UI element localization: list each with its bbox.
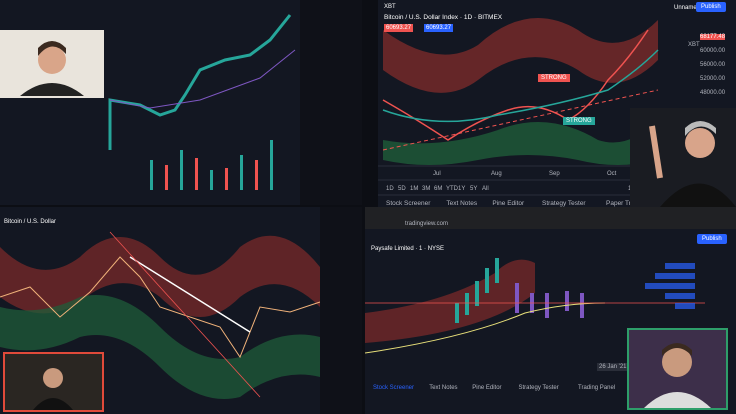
webcam-person [644, 343, 711, 408]
signal-label: STRONG [563, 117, 595, 125]
webcam [630, 108, 736, 207]
webcam [627, 328, 728, 410]
tab[interactable]: Strategy Tester [542, 200, 586, 207]
symbol-title: Paysafe Limited · 1 · NYSE [371, 246, 445, 252]
tab[interactable]: Trading Panel [578, 385, 616, 391]
chart-canvas [0, 207, 362, 414]
date-label: 26 Jan '21 [597, 363, 629, 371]
chart-canvas [365, 258, 705, 354]
tab[interactable]: Text Notes [429, 385, 458, 391]
y-tick-label: 52000.00 [700, 76, 726, 82]
tab[interactable]: Pine Editor [472, 385, 502, 391]
range-button[interactable]: 1Y [458, 186, 466, 192]
range-button[interactable]: 1D [386, 186, 394, 192]
range-button[interactable]: YTD [446, 186, 458, 192]
y-tick-label: 48000.00 [700, 90, 726, 96]
webcam [3, 352, 104, 412]
url[interactable]: tradingview.com [405, 221, 449, 227]
range-button[interactable]: 3M [422, 186, 431, 192]
tab[interactable]: Paper Trading [606, 200, 647, 207]
range-button[interactable]: 5Y [470, 186, 478, 192]
webcam-person [20, 41, 84, 96]
range-button[interactable]: 5D [398, 186, 406, 192]
y-tick-label: 68177.48 [700, 34, 726, 40]
x-tick-label: Sep [549, 171, 560, 177]
tab[interactable]: Stock Screener [373, 385, 415, 391]
chart-panel-top-left [0, 0, 362, 205]
exchange: BITMEX [477, 14, 503, 21]
tab[interactable]: Strategy Tester [518, 385, 559, 391]
chart-panel-bottom-right: tradingview.com Publish Paysafe Limited … [365, 207, 736, 414]
symbol-title: Bitcoin / U.S. Dollar Index · 1D · BITME… [384, 14, 503, 21]
webcam-person [649, 121, 736, 207]
browser-bar [365, 207, 736, 229]
symbol: Bitcoin / U.S. Dollar Index [384, 14, 459, 21]
webcam [0, 30, 104, 98]
interval: 1D [463, 14, 473, 21]
range-button[interactable]: 6M [434, 186, 443, 192]
x-tick-label: Oct [607, 171, 617, 177]
signal-label: STRONG [538, 74, 570, 82]
webcam-person [33, 368, 73, 410]
tab[interactable]: Stock Screener [386, 200, 431, 207]
chart-panel-top-right: XBT Bitcoin / U.S. Dollar Index · 1D · B… [378, 0, 736, 207]
layout-name[interactable]: Unnamed [674, 5, 701, 11]
chart-canvas [378, 17, 736, 196]
publish-button[interactable]: Publish [696, 2, 726, 12]
symbol-title: Bitcoin / U.S. Dollar [4, 219, 57, 225]
y-tick-label: 56000.00 [700, 62, 726, 68]
x-tick-label: Aug [491, 171, 502, 177]
sell-price[interactable]: 60693.27 [384, 24, 414, 32]
range-button[interactable]: 1M [410, 186, 419, 192]
range-button[interactable]: All [482, 186, 489, 192]
buy-price[interactable]: 60693.27 [424, 24, 454, 32]
publish-button[interactable]: Publish [697, 234, 727, 244]
chart-canvas [108, 0, 362, 205]
x-tick-label: Jul [433, 171, 441, 177]
tab[interactable]: Pine Editor [492, 200, 525, 207]
y-tick-label: 60000.00 [700, 48, 726, 54]
ticker: XBT [688, 42, 700, 48]
tab[interactable]: Text Notes [446, 200, 478, 207]
